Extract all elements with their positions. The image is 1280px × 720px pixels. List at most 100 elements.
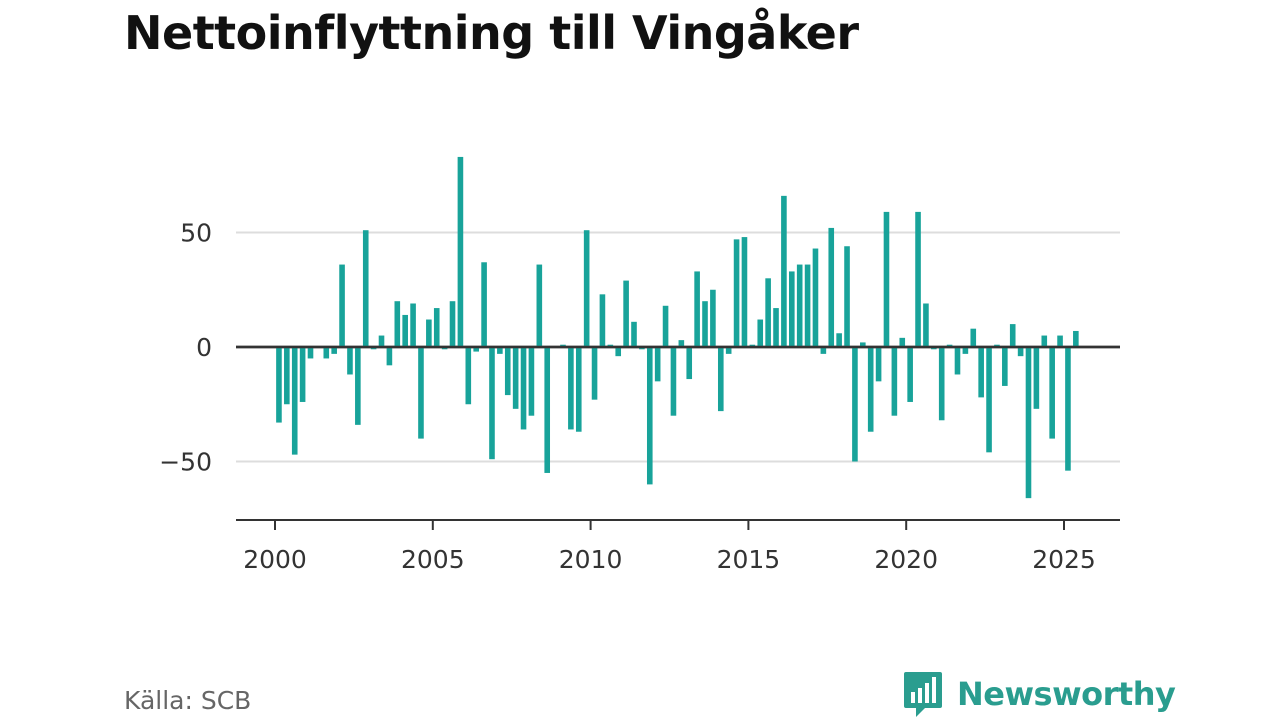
bar bbox=[860, 342, 866, 347]
bar bbox=[331, 347, 337, 354]
y-tick-label: 0 bbox=[196, 333, 212, 362]
bar bbox=[907, 347, 913, 402]
bar bbox=[686, 347, 693, 380]
bar bbox=[694, 271, 700, 347]
bar bbox=[836, 333, 842, 347]
bar bbox=[568, 347, 574, 430]
bar bbox=[702, 301, 708, 347]
bar bbox=[347, 347, 353, 375]
x-tick-label: 2020 bbox=[874, 545, 938, 574]
bar bbox=[804, 264, 811, 347]
bar bbox=[1057, 335, 1063, 347]
x-tick-label: 2000 bbox=[243, 545, 307, 574]
bar bbox=[575, 347, 582, 432]
bar bbox=[646, 347, 653, 485]
bar bbox=[899, 337, 906, 347]
bar bbox=[1017, 347, 1024, 357]
bar bbox=[284, 347, 290, 405]
bar bbox=[954, 347, 961, 375]
bar bbox=[426, 319, 432, 347]
bar bbox=[536, 264, 543, 347]
bar bbox=[410, 303, 416, 347]
bars bbox=[236, 156, 1120, 499]
bar bbox=[512, 347, 519, 409]
bar bbox=[583, 230, 590, 347]
bar bbox=[741, 237, 748, 347]
x-tick-label: 2010 bbox=[559, 545, 623, 574]
bar bbox=[323, 347, 330, 359]
bar bbox=[773, 308, 779, 347]
source-note: Källa: SCB bbox=[124, 686, 252, 715]
bar bbox=[1025, 347, 1032, 499]
bar bbox=[631, 321, 637, 347]
bar bbox=[867, 347, 874, 432]
bar bbox=[504, 347, 511, 396]
bar bbox=[986, 347, 992, 453]
bar bbox=[1009, 324, 1016, 347]
bar bbox=[418, 347, 424, 439]
bar bbox=[1033, 347, 1040, 409]
bar bbox=[923, 303, 929, 347]
brand-name: Newsworthy bbox=[957, 675, 1176, 713]
bar bbox=[789, 271, 795, 347]
bar bbox=[891, 347, 898, 416]
bar bbox=[355, 347, 361, 425]
bar bbox=[654, 347, 661, 382]
bar bbox=[544, 347, 551, 473]
bar bbox=[938, 347, 945, 421]
bar bbox=[481, 262, 487, 347]
bar bbox=[457, 156, 464, 347]
bar bbox=[820, 347, 827, 354]
bar bbox=[796, 264, 803, 347]
bar bbox=[781, 195, 787, 347]
bar bbox=[978, 347, 984, 398]
bar-chart-speech-bubble-icon bbox=[904, 672, 942, 717]
bar bbox=[473, 347, 479, 352]
bar bbox=[1002, 347, 1008, 386]
x-tick-label: 2025 bbox=[1032, 545, 1096, 574]
bar bbox=[765, 278, 771, 347]
bar bbox=[362, 230, 369, 347]
bar bbox=[828, 227, 835, 347]
x-tick-label: 2015 bbox=[717, 545, 781, 574]
bar bbox=[670, 347, 677, 416]
bar bbox=[725, 347, 732, 354]
x-tick-label: 2005 bbox=[401, 545, 465, 574]
bar bbox=[883, 211, 890, 347]
bar bbox=[386, 347, 393, 366]
bar bbox=[1065, 347, 1071, 471]
bar bbox=[1049, 347, 1055, 439]
bar bbox=[599, 294, 606, 347]
bar bbox=[733, 239, 740, 347]
bar bbox=[710, 289, 716, 347]
bar bbox=[1073, 330, 1079, 347]
bar bbox=[812, 248, 819, 347]
bar bbox=[465, 347, 472, 405]
bar bbox=[378, 335, 385, 347]
bar bbox=[449, 301, 456, 347]
bar bbox=[339, 264, 345, 347]
bar bbox=[970, 328, 977, 347]
bar bbox=[678, 340, 685, 347]
bar bbox=[615, 347, 622, 357]
bar bbox=[528, 347, 535, 416]
bar bbox=[623, 280, 629, 347]
bar bbox=[489, 347, 495, 460]
y-tick-label: 50 bbox=[180, 219, 212, 248]
bar bbox=[299, 347, 306, 402]
bar bbox=[497, 347, 503, 354]
y-tick-label: −50 bbox=[159, 448, 212, 477]
bar bbox=[394, 301, 401, 347]
bar bbox=[662, 305, 669, 347]
bar bbox=[852, 347, 858, 462]
bar bbox=[402, 314, 408, 347]
brand-logo: Newsworthy bbox=[903, 670, 1176, 718]
bar bbox=[757, 319, 764, 347]
bar bbox=[591, 347, 598, 400]
bar bbox=[844, 246, 850, 347]
axes: 50 0 −50 2000 2005 2010 2015 2020 2025 bbox=[159, 219, 1120, 574]
bar bbox=[276, 347, 282, 423]
bar bbox=[1041, 335, 1048, 347]
chart-title: Nettoinflyttning till Vingåker bbox=[124, 6, 859, 60]
